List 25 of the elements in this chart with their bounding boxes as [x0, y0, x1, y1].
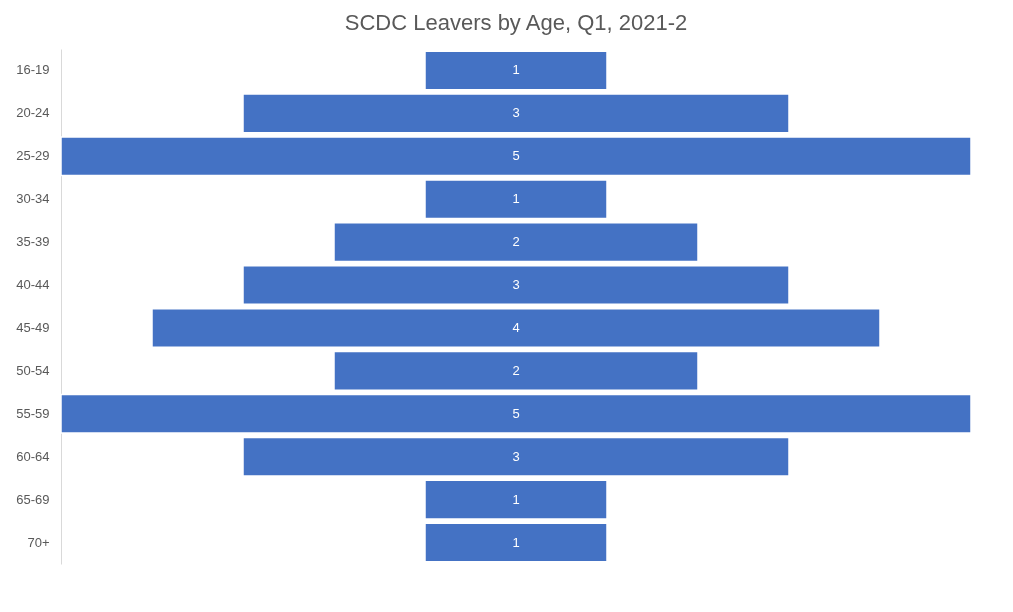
data-label: 5 [512, 405, 520, 421]
category-label: 50-54 [16, 362, 50, 378]
data-label: 2 [512, 234, 520, 250]
data-label: 1 [512, 62, 520, 78]
data-label: 1 [512, 191, 520, 207]
category-label: 25-29 [16, 148, 50, 164]
category-label: 65-69 [16, 491, 50, 507]
data-label: 3 [512, 277, 520, 293]
category-label: 35-39 [16, 234, 50, 250]
category-label: 30-34 [16, 191, 50, 207]
data-label: 3 [512, 105, 520, 121]
data-label: 4 [512, 319, 520, 335]
data-label: 1 [512, 534, 520, 550]
category-label: 20-24 [16, 105, 50, 121]
data-label: 2 [512, 362, 520, 378]
category-label: 40-44 [16, 277, 50, 293]
category-label: 60-64 [16, 448, 50, 464]
data-label: 1 [512, 491, 520, 507]
data-label: 5 [512, 148, 520, 164]
text: SCDC Leavers by Age, Q1, 2021-2 [344, 10, 688, 35]
category-label: 70+ [27, 534, 50, 550]
category-label: 16-19 [16, 62, 50, 78]
category-label: 55-59 [16, 405, 50, 421]
category-label: 45-49 [16, 319, 50, 335]
data-label: 3 [512, 448, 520, 464]
